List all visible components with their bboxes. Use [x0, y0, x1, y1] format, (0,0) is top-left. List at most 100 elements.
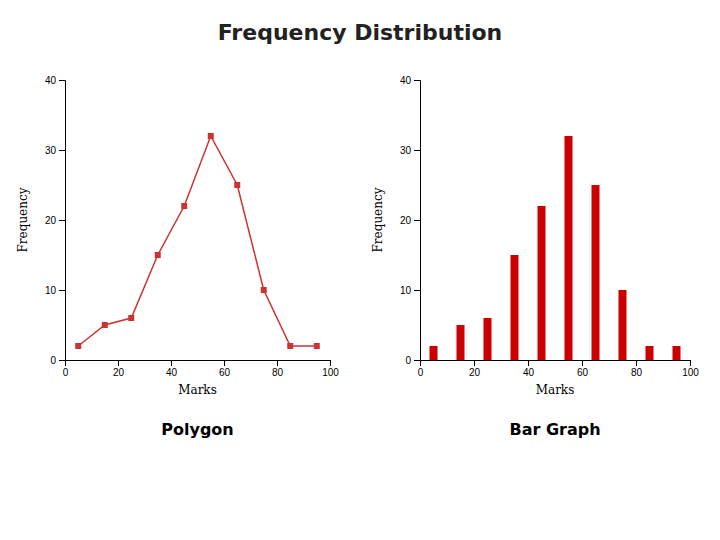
bar	[565, 136, 573, 360]
tick-label: 30	[45, 145, 57, 156]
tick: 0	[50, 355, 65, 366]
axis-line	[421, 361, 691, 367]
tick: 10	[45, 285, 65, 296]
tick-label: 100	[322, 367, 339, 378]
bar	[673, 346, 681, 360]
tick-label: 40	[400, 75, 412, 86]
tick-label: 60	[577, 367, 589, 378]
tick-label: 60	[219, 367, 231, 378]
tick-label: 80	[631, 367, 643, 378]
bar	[646, 346, 654, 360]
tick: 20	[45, 215, 65, 226]
tick-label: 40	[45, 75, 57, 86]
marker	[75, 343, 81, 349]
tick-label: 20	[400, 215, 412, 226]
panel: 020406080100010203040MarksFrequencyBar G…	[371, 75, 699, 439]
tick: 0	[405, 355, 420, 366]
tick-label: 20	[469, 367, 481, 378]
tick-label: 80	[272, 367, 284, 378]
tick-label: 40	[523, 367, 535, 378]
tick-mark	[414, 150, 420, 151]
tick-mark	[59, 360, 65, 361]
tick-mark	[414, 220, 420, 221]
tick-mark	[528, 360, 529, 366]
marker	[102, 322, 108, 328]
tick-mark	[277, 360, 278, 366]
tick: 60	[577, 360, 589, 378]
tick-label: 0	[405, 355, 411, 366]
bar	[511, 255, 519, 360]
bar	[592, 185, 600, 360]
marker	[287, 343, 293, 349]
panel-title: Bar Graph	[509, 420, 600, 439]
tick-mark	[636, 360, 637, 366]
tick-label: 100	[682, 367, 699, 378]
marker	[314, 343, 320, 349]
tick-mark	[690, 360, 691, 366]
tick: 100	[322, 360, 339, 378]
tick-mark	[414, 360, 420, 361]
axis-line	[414, 81, 421, 361]
marker	[208, 133, 214, 139]
marker	[181, 203, 187, 209]
bar	[538, 206, 546, 360]
tick-mark	[59, 290, 65, 291]
y-axis: 0 10 20 30 40	[400, 75, 421, 366]
tick-label: 10	[45, 285, 57, 296]
panel-title: Polygon	[161, 420, 233, 439]
tick: 60	[219, 360, 231, 378]
tick: 0	[418, 360, 424, 378]
marker	[261, 287, 267, 293]
y-axis-title: Frequency	[16, 187, 30, 252]
tick: 10	[400, 285, 420, 296]
plot-area	[75, 133, 320, 349]
tick: 20	[113, 360, 125, 378]
tick: 30	[400, 145, 420, 156]
bar	[619, 290, 627, 360]
tick-mark	[224, 360, 225, 366]
tick-label: 30	[400, 145, 412, 156]
x-axis: 0 20 40 60 80 100	[63, 360, 340, 378]
tick: 20	[400, 215, 420, 226]
tick-mark	[414, 80, 420, 81]
y-axis: 0 10 20 30 40	[45, 75, 66, 366]
line	[78, 136, 317, 346]
tick-mark	[582, 360, 583, 366]
tick: 40	[166, 360, 178, 378]
tick-mark	[474, 360, 475, 366]
tick: 80	[272, 360, 284, 378]
tick-label: 40	[166, 367, 178, 378]
tick: 100	[682, 360, 699, 378]
bar	[430, 346, 438, 360]
axis-line	[59, 81, 66, 361]
tick-mark	[414, 290, 420, 291]
x-axis-title: Marks	[536, 383, 575, 397]
marker	[128, 315, 134, 321]
tick: 20	[469, 360, 481, 378]
tick-mark	[330, 360, 331, 366]
plot-area	[430, 136, 681, 360]
x-axis: 0 20 40 60 80 100	[418, 360, 700, 378]
tick: 40	[45, 75, 65, 86]
tick: 40	[400, 75, 420, 86]
bar	[457, 325, 465, 360]
chart-root: Frequency Distribution020406080100010203…	[0, 0, 720, 540]
tick: 80	[631, 360, 643, 378]
tick-mark	[171, 360, 172, 366]
tick-mark	[59, 80, 65, 81]
marker	[155, 252, 161, 258]
tick: 40	[523, 360, 535, 378]
marker	[234, 182, 240, 188]
axis-line	[66, 361, 331, 367]
tick-label: 0	[418, 367, 424, 378]
title: Frequency Distribution	[218, 20, 502, 45]
tick-label: 0	[50, 355, 56, 366]
tick-label: 20	[113, 367, 125, 378]
tick-label: 0	[63, 367, 69, 378]
tick: 30	[45, 145, 65, 156]
tick-mark	[59, 220, 65, 221]
bar	[484, 318, 492, 360]
tick-mark	[59, 150, 65, 151]
tick-mark	[118, 360, 119, 366]
tick-label: 20	[45, 215, 57, 226]
